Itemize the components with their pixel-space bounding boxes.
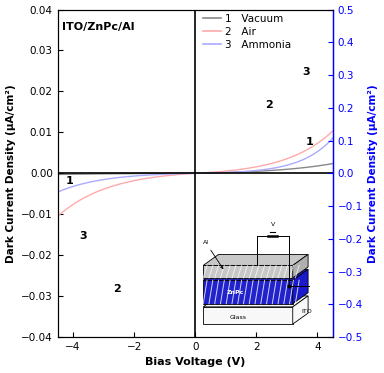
X-axis label: Bias Voltage (V): Bias Voltage (V) <box>145 357 245 367</box>
Text: 2: 2 <box>113 284 121 294</box>
Text: 3: 3 <box>302 67 310 77</box>
Text: 3: 3 <box>79 231 87 241</box>
Text: ITO/ZnPc/Al: ITO/ZnPc/Al <box>62 22 135 32</box>
Text: 2: 2 <box>266 100 273 110</box>
Legend: 1   Vacuum, 2   Air, 3   Ammonia: 1 Vacuum, 2 Air, 3 Ammonia <box>200 12 294 52</box>
Y-axis label: Dark Current Density (μA/cm²): Dark Current Density (μA/cm²) <box>5 84 16 263</box>
Text: 1: 1 <box>305 137 313 147</box>
Text: 1: 1 <box>65 176 73 185</box>
Y-axis label: Dark Current Density (μA/cm²): Dark Current Density (μA/cm²) <box>368 84 379 263</box>
